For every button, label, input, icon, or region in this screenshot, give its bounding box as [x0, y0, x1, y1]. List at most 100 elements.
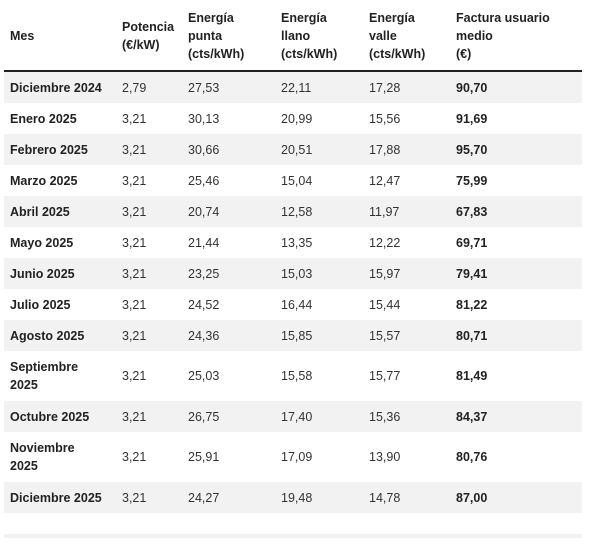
- header-llano-line: llano: [281, 29, 311, 43]
- header-punta-line: punta: [188, 29, 223, 43]
- cell-mes: Octubre 2025: [4, 401, 116, 432]
- table-row: Julio 2025 3,21 24,52 16,44 15,44 81,22: [4, 289, 582, 320]
- cell-factura: 79,41: [450, 258, 582, 289]
- header-valle-line: (cts/kWh): [369, 47, 426, 61]
- cell-mes: Marzo 2025: [4, 165, 116, 196]
- cell-potencia: 3,21: [116, 482, 182, 513]
- cell-punta: 21,44: [182, 227, 275, 258]
- header-potencia: Potencia (€/kW): [116, 0, 182, 72]
- cell-llano: 19,48: [275, 482, 363, 513]
- cell-mes-text: Noviembre: [10, 441, 75, 455]
- table-row: Abril 2025 3,21 20,74 12,58 11,97 67,83: [4, 196, 582, 227]
- cell-valle: 15,36: [363, 401, 450, 432]
- table-row: Enero 2025 3,21 30,13 20,99 15,56 91,69: [4, 103, 582, 134]
- table-row: Mayo 2025 3,21 21,44 13,35 12,22 69,71: [4, 227, 582, 258]
- header-mes: Mes: [4, 0, 116, 72]
- cell-factura: 90,70: [450, 71, 582, 103]
- cell-potencia: 3,21: [116, 258, 182, 289]
- cell-potencia: 3,21: [116, 103, 182, 134]
- cell-mes: Enero 2025: [4, 103, 116, 134]
- header-factura: Factura usuario medio (€): [450, 0, 582, 72]
- cell-mes-text: Diciembre 2024: [10, 80, 102, 95]
- cell-mes-text: Julio 2025: [10, 297, 71, 312]
- table-row: Febrero 2025 3,21 30,66 20,51 17,88 95,70: [4, 134, 582, 165]
- header-valle-line: Energía: [369, 11, 415, 25]
- cell-mes: Diciembre 2024: [4, 71, 116, 103]
- cell-llano: 20,99: [275, 103, 363, 134]
- cell-mes-text: Marzo 2025: [10, 173, 78, 188]
- cell-factura: 91,69: [450, 103, 582, 134]
- cell-mes: Julio 2025: [4, 289, 116, 320]
- cell-factura: 95,70: [450, 134, 582, 165]
- cell-punta: 30,13: [182, 103, 275, 134]
- cell-factura: 69,71: [450, 227, 582, 258]
- header-factura-line: (€): [456, 47, 472, 61]
- cell-potencia: 3,21: [116, 196, 182, 227]
- header-punta-line: (cts/kWh): [188, 47, 245, 61]
- header-potencia-line: Potencia: [122, 20, 175, 34]
- cell-punta: 25,46: [182, 165, 275, 196]
- cell-potencia: 3,21: [116, 432, 182, 482]
- cell-potencia: 3,21: [116, 351, 182, 401]
- cell-mes: Agosto 2025: [4, 320, 116, 351]
- cell-llano: 17,09: [275, 432, 363, 482]
- cell-potencia: 3,21: [116, 401, 182, 432]
- cell-punta: 20,74: [182, 196, 275, 227]
- tariff-table-container: Mes Potencia (€/kW) Energía punta (cts/k…: [4, 0, 582, 513]
- cell-mes: Septiembre 2025: [4, 351, 116, 401]
- cell-mes-text: Mayo 2025: [10, 235, 74, 250]
- cell-valle: 15,44: [363, 289, 450, 320]
- cell-punta: 27,53: [182, 71, 275, 103]
- cell-mes: Noviembre 2025: [4, 432, 116, 482]
- cell-llano: 12,58: [275, 196, 363, 227]
- cell-factura: 67,83: [450, 196, 582, 227]
- cell-mes-text: Enero 2025: [10, 111, 77, 126]
- table-row: Junio 2025 3,21 23,25 15,03 15,97 79,41: [4, 258, 582, 289]
- cell-factura: 80,71: [450, 320, 582, 351]
- cell-mes: Abril 2025: [4, 196, 116, 227]
- cell-valle: 13,90: [363, 432, 450, 482]
- tariff-table: Mes Potencia (€/kW) Energía punta (cts/k…: [4, 0, 582, 513]
- cell-valle: 12,22: [363, 227, 450, 258]
- header-factura-line: medio: [456, 29, 493, 43]
- cell-valle: 15,57: [363, 320, 450, 351]
- cell-factura: 84,37: [450, 401, 582, 432]
- cell-factura: 87,00: [450, 482, 582, 513]
- cell-mes: Mayo 2025: [4, 227, 116, 258]
- table-body: Diciembre 2024 2,79 27,53 22,11 17,28 90,70 En…: [4, 71, 582, 513]
- cell-llano: 15,85: [275, 320, 363, 351]
- cell-llano: 22,11: [275, 71, 363, 103]
- cell-punta: 26,75: [182, 401, 275, 432]
- cell-punta: 24,52: [182, 289, 275, 320]
- cell-valle: 15,56: [363, 103, 450, 134]
- header-llano-line: (cts/kWh): [281, 47, 338, 61]
- header-energia-valle: Energía valle (cts/kWh): [363, 0, 450, 72]
- cell-factura: 81,22: [450, 289, 582, 320]
- table-row: Diciembre 2025 3,21 24,27 19,48 14,78 87,00: [4, 482, 582, 513]
- cell-llano: 15,58: [275, 351, 363, 401]
- cell-potencia: 3,21: [116, 320, 182, 351]
- table-row: Noviembre 2025 3,21 25,91 17,09 13,90 80,76: [4, 432, 582, 482]
- table-bottom-strip: [4, 534, 582, 538]
- table-row: Marzo 2025 3,21 25,46 15,04 12,47 75,99: [4, 165, 582, 196]
- cell-factura: 80,76: [450, 432, 582, 482]
- cell-llano: 17,40: [275, 401, 363, 432]
- cell-punta: 23,25: [182, 258, 275, 289]
- header-punta-line: Energía: [188, 11, 234, 25]
- cell-mes-text: Diciembre 2025: [10, 490, 102, 505]
- cell-potencia: 3,21: [116, 289, 182, 320]
- header-energia-punta: Energía punta (cts/kWh): [182, 0, 275, 72]
- cell-valle: 12,47: [363, 165, 450, 196]
- cell-mes-text: Septiembre: [10, 360, 79, 374]
- cell-punta: 24,36: [182, 320, 275, 351]
- cell-potencia: 2,79: [116, 71, 182, 103]
- cell-factura: 81,49: [450, 351, 582, 401]
- header-row: Mes Potencia (€/kW) Energía punta (cts/k…: [4, 0, 582, 72]
- cell-valle: 17,28: [363, 71, 450, 103]
- table-row: Septiembre 2025 3,21 25,03 15,58 15,77 81,49: [4, 351, 582, 401]
- cell-mes-text: 2025: [10, 378, 38, 392]
- cell-valle: 17,88: [363, 134, 450, 165]
- cell-mes-text: 2025: [10, 459, 38, 473]
- cell-factura: 75,99: [450, 165, 582, 196]
- header-factura-line: Factura usuario: [456, 11, 550, 25]
